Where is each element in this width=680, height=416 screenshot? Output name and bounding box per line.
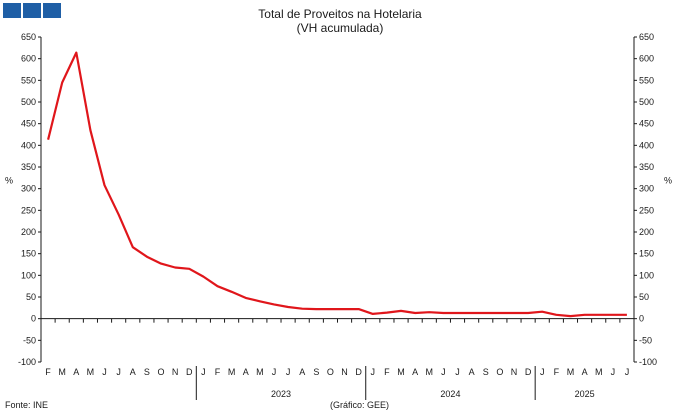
year-label: 2024 [440, 389, 460, 399]
y-axis-title-left: % [5, 175, 13, 185]
x-tick-label: F [384, 367, 390, 377]
x-tick-label: S [144, 367, 150, 377]
y-tick-label-right: 600 [639, 54, 654, 64]
x-tick-label: D [186, 367, 193, 377]
y-tick-label-left: 300 [21, 184, 36, 194]
logo-block [3, 3, 21, 18]
y-tick-label-right: 300 [639, 184, 654, 194]
x-tick-label: J [272, 367, 277, 377]
y-tick-label-left: 150 [21, 249, 36, 259]
credit-note: (Gráfico: GEE) [330, 400, 390, 410]
x-tick-label: M [87, 367, 95, 377]
x-tick-label: O [496, 367, 503, 377]
x-tick-label: J [625, 367, 630, 377]
y-tick-label-right: -50 [639, 335, 652, 345]
x-tick-label: O [158, 367, 165, 377]
y-tick-label-right: 450 [639, 119, 654, 129]
x-tick-label: D [355, 367, 362, 377]
x-tick-label: A [469, 367, 475, 377]
x-tick-label: J [286, 367, 291, 377]
y-tick-label-right: 350 [639, 162, 654, 172]
y-tick-label-right: 150 [639, 249, 654, 259]
x-tick-label: M [256, 367, 264, 377]
chart-subtitle: (VH acumulada) [296, 21, 384, 35]
x-tick-label: A [130, 367, 136, 377]
y-tick-label-left: 50 [26, 292, 36, 302]
y-tick-label-left: 550 [21, 75, 36, 85]
x-tick-label: D [525, 367, 532, 377]
x-tick-label: F [215, 367, 221, 377]
y-tick-label-left: 200 [21, 227, 36, 237]
x-tick-label: F [45, 367, 51, 377]
x-tick-label: J [540, 367, 545, 377]
x-tick-label: J [371, 367, 376, 377]
y-tick-label-right: 0 [639, 314, 644, 324]
y-tick-label-right: -100 [639, 357, 657, 367]
x-tick-label: S [483, 367, 489, 377]
series-line [47, 51, 627, 318]
x-tick-label: M [397, 367, 405, 377]
x-tick-label: M [595, 367, 603, 377]
x-tick-label: A [243, 367, 249, 377]
x-tick-label: M [228, 367, 236, 377]
chart-title-block: Total de Proveitos na Hotelaria (VH acum… [0, 7, 680, 35]
y-tick-label-left: 500 [21, 97, 36, 107]
x-tick-label: M [567, 367, 575, 377]
x-tick-label: A [582, 367, 588, 377]
x-tick-label: A [73, 367, 79, 377]
y-tick-label-left: 100 [21, 270, 36, 280]
x-tick-label: J [455, 367, 460, 377]
y-tick-label-left: 650 [21, 32, 36, 42]
x-tick-label: M [58, 367, 66, 377]
x-tick-label: J [116, 367, 121, 377]
year-label: 2023 [271, 389, 291, 399]
source-note: Fonte: INE [5, 400, 49, 410]
y-tick-label-right: 400 [639, 140, 654, 150]
y-tick-label-right: 650 [639, 32, 654, 42]
y-tick-label-left: 250 [21, 205, 36, 215]
x-tick-label: S [313, 367, 319, 377]
x-tick-label: J [611, 367, 616, 377]
y-tick-label-left: 0 [31, 314, 36, 324]
x-tick-label: J [441, 367, 446, 377]
chart-title: Total de Proveitos na Hotelaria [258, 7, 422, 21]
logo-block [43, 3, 61, 18]
x-tick-label: J [102, 367, 107, 377]
y-tick-label-left: 400 [21, 140, 36, 150]
y-tick-label-right: 100 [639, 270, 654, 280]
y-axis-title-right: % [664, 175, 672, 185]
y-tick-label-right: 550 [639, 75, 654, 85]
x-tick-label: N [172, 367, 179, 377]
x-tick-label: O [327, 367, 334, 377]
y-tick-label-right: 50 [639, 292, 649, 302]
y-tick-label-right: 500 [639, 97, 654, 107]
y-tick-label-left: 450 [21, 119, 36, 129]
y-tick-label-right: 250 [639, 205, 654, 215]
x-tick-label: N [341, 367, 348, 377]
y-tick-label-left: 600 [21, 54, 36, 64]
logo-block [23, 3, 41, 18]
y-tick-label-left: -50 [23, 335, 36, 345]
x-tick-label: M [426, 367, 434, 377]
x-tick-label: F [554, 367, 560, 377]
x-tick-label: J [201, 367, 206, 377]
x-tick-label: N [511, 367, 518, 377]
x-tick-label: A [299, 367, 305, 377]
y-tick-label-left: 350 [21, 162, 36, 172]
logo [3, 3, 61, 18]
x-tick-label: A [412, 367, 418, 377]
y-tick-label-right: 200 [639, 227, 654, 237]
year-label: 2025 [575, 389, 595, 399]
y-tick-label-left: -100 [18, 357, 36, 367]
